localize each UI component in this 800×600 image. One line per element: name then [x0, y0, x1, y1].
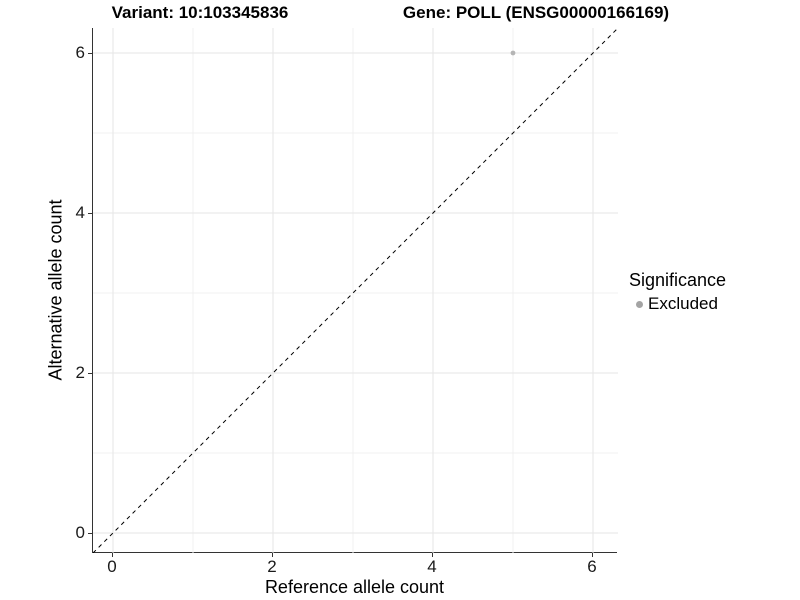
x-tick-label: 4 — [427, 557, 437, 576]
data-point — [510, 50, 516, 56]
y-tick-label: 0 — [75, 523, 85, 542]
x-tick-label: 0 — [107, 557, 117, 576]
legend-point-icon — [636, 300, 643, 308]
x-tick-mark — [111, 553, 113, 557]
legend: Significance Excluded — [629, 270, 726, 314]
y-axis-title: Alternative allele count — [45, 199, 66, 381]
y-tick-mark — [88, 532, 92, 534]
identity-line — [93, 28, 618, 553]
y-tick-mark — [88, 212, 92, 214]
x-tick-mark — [271, 553, 273, 557]
legend-item-label: Excluded — [648, 294, 718, 313]
y-tick-label: 6 — [75, 43, 85, 62]
plot-title-gene: Gene: POLL (ENSG00000166169) — [402, 3, 670, 22]
x-axis-title: Reference allele count — [264, 577, 445, 597]
y-tick-mark — [88, 52, 92, 54]
y-tick-label: 4 — [75, 203, 85, 222]
legend-items: Excluded — [629, 294, 726, 314]
plot-area-svg — [93, 28, 618, 553]
y-tick-mark — [88, 372, 92, 374]
legend-item: Excluded — [629, 294, 726, 314]
x-tick-label: 6 — [587, 557, 597, 576]
plot-panel — [92, 28, 618, 553]
x-tick-mark — [431, 553, 433, 557]
x-tick-mark — [591, 553, 593, 557]
plot-title-variant: Variant: 10:103345836 — [111, 3, 289, 22]
y-tick-label: 2 — [75, 363, 85, 382]
x-tick-label: 2 — [267, 557, 277, 576]
legend-title: Significance — [629, 270, 727, 290]
